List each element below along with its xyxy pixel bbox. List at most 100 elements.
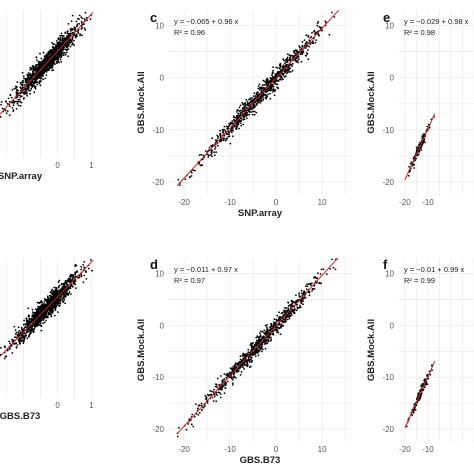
data-point — [53, 47, 55, 50]
data-point — [238, 127, 241, 130]
data-point — [411, 164, 414, 167]
data-point — [51, 63, 54, 66]
data-point — [52, 60, 55, 63]
data-point — [294, 53, 297, 56]
data-point — [421, 135, 424, 137]
data-point — [73, 28, 75, 31]
data-point — [51, 288, 53, 291]
fit-line-c — [176, 10, 340, 186]
data-point — [62, 297, 64, 300]
data-point — [42, 319, 45, 321]
data-point — [419, 395, 422, 398]
data-point — [258, 338, 260, 340]
data-point — [43, 300, 46, 303]
data-point — [22, 79, 24, 82]
data-point — [14, 329, 17, 331]
data-point — [55, 46, 57, 49]
data-point — [201, 164, 204, 167]
data-point — [84, 11, 87, 14]
data-point — [67, 23, 70, 25]
data-point — [228, 133, 230, 136]
data-point — [0, 347, 2, 349]
data-point — [279, 62, 282, 65]
data-point — [54, 48, 57, 51]
data-point — [23, 327, 25, 330]
data-point — [420, 384, 422, 387]
data-point — [215, 393, 218, 395]
data-point — [71, 14, 74, 17]
data-point — [85, 16, 88, 19]
data-point — [420, 145, 423, 147]
data-point — [51, 60, 53, 63]
r-squared-label: R² = 0.96 — [174, 28, 205, 37]
data-point — [18, 329, 21, 332]
data-point — [58, 52, 61, 54]
data-point — [416, 154, 419, 157]
data-point — [47, 312, 50, 314]
data-point — [43, 57, 46, 59]
data-point — [17, 331, 20, 333]
data-point — [79, 34, 81, 37]
data-point — [253, 344, 256, 347]
data-point — [25, 334, 27, 337]
data-point — [302, 293, 305, 296]
data-point — [68, 291, 71, 293]
data-point — [423, 379, 425, 381]
data-point — [30, 325, 32, 328]
data-point — [248, 102, 251, 105]
x-tick-label: -20 — [399, 198, 411, 207]
data-point — [285, 72, 288, 75]
data-point — [16, 334, 19, 337]
data-point — [20, 339, 22, 342]
data-point — [60, 294, 63, 297]
data-point — [38, 324, 40, 326]
x-tick-label: 1 — [89, 401, 94, 410]
data-point — [53, 314, 56, 317]
data-point — [237, 114, 240, 117]
panel-c: -20 -10 0 10-20-10010SNP.arrayGBS.Mock.Allc… — [136, 10, 352, 219]
data-point — [36, 83, 39, 86]
data-point — [65, 43, 67, 45]
data-point — [215, 139, 218, 142]
data-point — [55, 57, 58, 60]
data-point — [219, 388, 222, 391]
data-point — [3, 357, 6, 360]
data-point — [63, 293, 66, 296]
data-point — [261, 330, 264, 333]
data-point — [38, 62, 40, 65]
data-point — [427, 377, 430, 380]
data-point — [284, 318, 287, 320]
data-point — [59, 56, 61, 58]
data-point — [219, 393, 222, 395]
data-point — [59, 41, 61, 44]
data-point — [267, 78, 269, 81]
data-point — [282, 58, 285, 61]
data-point — [15, 85, 17, 88]
data-point — [262, 97, 265, 99]
data-point — [19, 100, 22, 103]
data-point — [228, 122, 231, 125]
data-point — [18, 98, 21, 101]
data-point — [300, 302, 303, 305]
data-point — [35, 325, 38, 327]
data-point — [322, 268, 325, 271]
data-point — [218, 384, 221, 386]
data-point — [33, 327, 36, 330]
regression-equation: y = −0.065 + 0.96 x — [174, 17, 239, 26]
data-point — [240, 119, 242, 122]
data-point — [55, 306, 57, 309]
data-point — [70, 27, 73, 30]
data-point — [63, 44, 66, 47]
data-point — [279, 67, 281, 69]
data-point — [192, 425, 195, 428]
data-point — [41, 70, 44, 73]
data-point — [298, 292, 301, 294]
data-point — [50, 314, 53, 316]
data-point — [307, 58, 310, 61]
data-point — [253, 113, 256, 116]
data-point — [310, 41, 312, 44]
data-point — [225, 374, 228, 376]
